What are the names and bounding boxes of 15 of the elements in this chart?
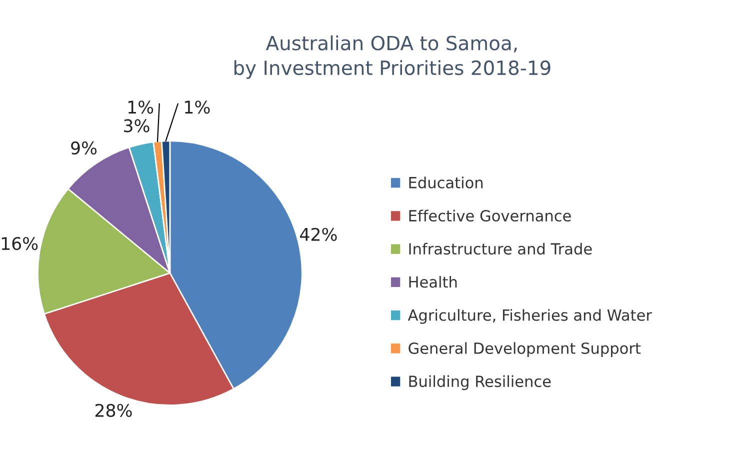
data-label: 3% [124, 119, 150, 132]
data-label: 1% [128, 100, 154, 114]
legend-label: Education [409, 176, 483, 188]
data-label: 28% [95, 404, 132, 417]
legend-label: Effective Governance [409, 210, 571, 222]
data-label: 42% [300, 228, 337, 241]
legend-label: General Development Support [408, 342, 641, 357]
chart-title: Australian ODA to Samoa, by Investment Priorities 2018-19 [234, 35, 550, 79]
legend-label: Health [409, 276, 457, 288]
data-label: 16% [2, 236, 38, 250]
legend-label: Building Resilience [409, 375, 551, 390]
data-label: 9% [71, 141, 97, 155]
data-label: 1% [185, 100, 210, 114]
legend-label: Agriculture, Fisheries and Water [408, 309, 652, 324]
legend-label: Infrastructure and Trade [409, 242, 592, 255]
